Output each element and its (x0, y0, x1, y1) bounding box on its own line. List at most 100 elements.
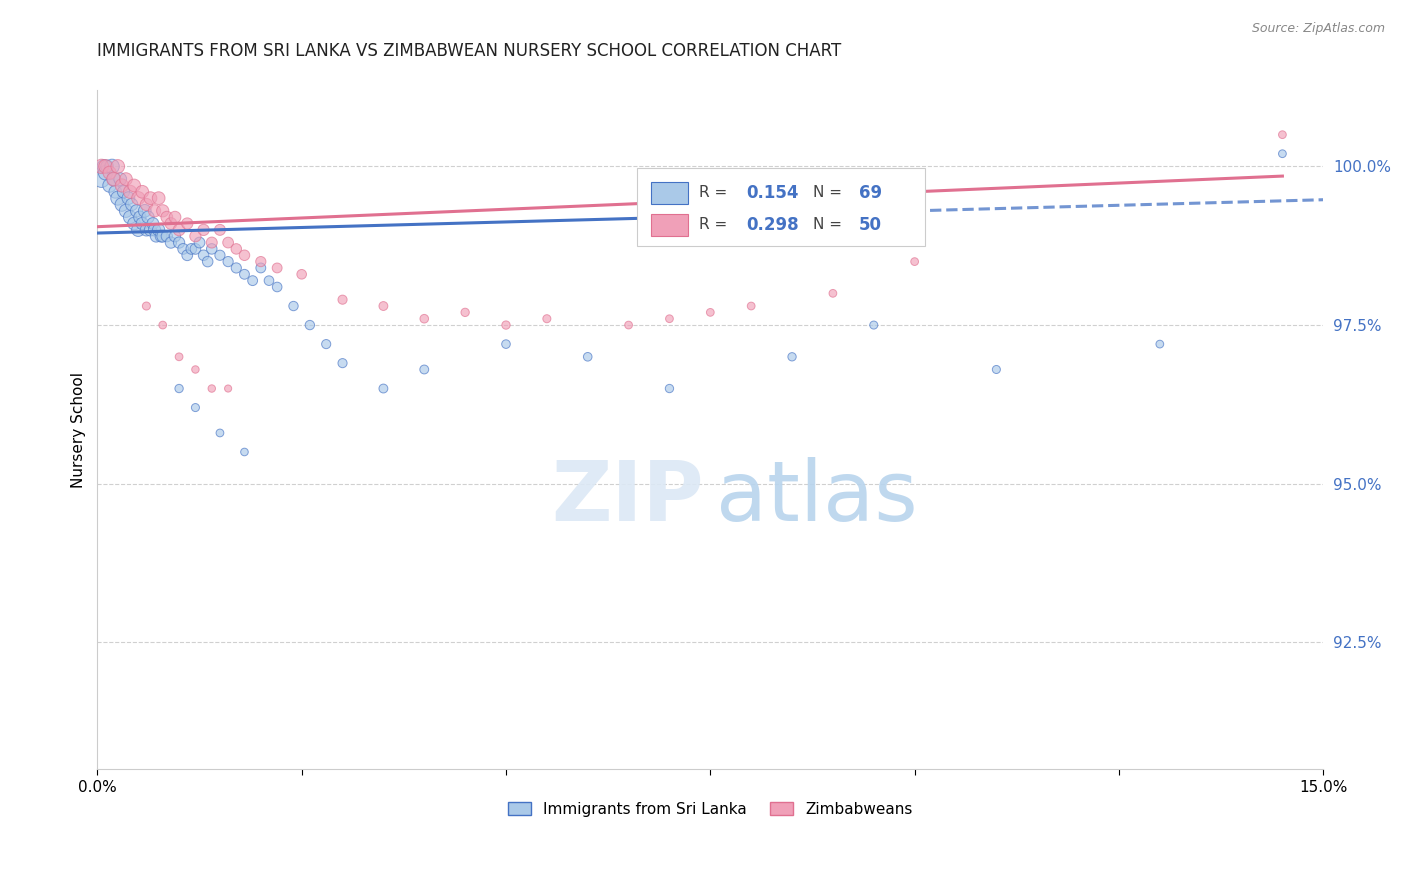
Point (495, 337, 517, 351)
Text: atlas: atlas (717, 458, 918, 538)
Point (233, 445, 256, 459)
Point (283, 299, 305, 313)
Point (658, 382, 681, 396)
Point (821, 286, 844, 301)
Point (617, 318, 640, 332)
FancyBboxPatch shape (637, 169, 925, 246)
Point (699, 305, 721, 319)
Point (101, 160, 124, 174)
Point (128, 210, 150, 224)
Point (156, 210, 179, 224)
Point (167, 223, 190, 237)
Point (117, 191, 139, 205)
Point (152, 203, 174, 218)
Point (576, 350, 599, 364)
Point (1271, 146, 1294, 161)
Point (208, 223, 231, 237)
Point (122, 217, 145, 231)
Point (298, 318, 321, 332)
Point (242, 274, 264, 288)
Point (233, 268, 256, 282)
Point (107, 160, 129, 174)
Point (225, 242, 247, 256)
Point (332, 293, 354, 307)
Point (266, 260, 288, 275)
Point (184, 242, 207, 256)
Point (115, 203, 138, 218)
Point (160, 217, 183, 231)
Point (142, 217, 165, 231)
Point (201, 235, 224, 250)
Point (176, 248, 198, 262)
Point (160, 235, 183, 250)
Text: ZIP: ZIP (551, 458, 704, 538)
Point (145, 229, 167, 244)
Text: N =: N = (813, 186, 848, 201)
Point (134, 203, 156, 218)
Point (127, 223, 149, 237)
Point (172, 242, 194, 256)
Point (413, 362, 436, 376)
Point (249, 254, 271, 268)
Point (96, 160, 118, 174)
Legend: Immigrants from Sri Lanka, Zimbabweans: Immigrants from Sri Lanka, Zimbabweans (502, 796, 918, 822)
Point (152, 229, 174, 244)
Point (332, 356, 354, 370)
Point (118, 185, 141, 199)
Point (201, 382, 224, 396)
Point (118, 210, 141, 224)
Point (193, 223, 215, 237)
Point (257, 274, 280, 288)
Point (104, 185, 127, 199)
Point (291, 268, 314, 282)
Point (148, 223, 170, 237)
Point (454, 305, 477, 319)
Point (184, 401, 207, 415)
Point (536, 311, 558, 326)
Point (862, 318, 884, 332)
Point (266, 280, 288, 294)
Point (1271, 128, 1294, 142)
Point (125, 203, 148, 218)
Point (658, 311, 681, 326)
Point (135, 223, 157, 237)
Point (740, 299, 762, 313)
Point (103, 172, 125, 186)
Point (184, 229, 207, 244)
Y-axis label: Nursery School: Nursery School (72, 372, 86, 488)
Point (150, 229, 173, 244)
Point (780, 350, 803, 364)
Point (373, 299, 395, 313)
Point (188, 235, 211, 250)
Point (122, 178, 145, 193)
Point (121, 197, 143, 211)
Point (112, 185, 135, 199)
Text: IMMIGRANTS FROM SRI LANKA VS ZIMBABWEAN NURSERY SCHOOL CORRELATION CHART: IMMIGRANTS FROM SRI LANKA VS ZIMBABWEAN … (97, 42, 842, 60)
Point (94, 166, 117, 180)
Text: 0.298: 0.298 (745, 216, 799, 234)
Point (135, 299, 157, 313)
Point (315, 337, 337, 351)
Point (152, 318, 174, 332)
FancyBboxPatch shape (651, 214, 689, 235)
Point (176, 217, 198, 231)
Point (148, 191, 170, 205)
Point (115, 172, 138, 186)
Text: 69: 69 (859, 184, 882, 202)
Point (217, 235, 239, 250)
Point (197, 254, 219, 268)
Point (139, 191, 162, 205)
Point (107, 191, 129, 205)
Point (495, 318, 517, 332)
FancyBboxPatch shape (651, 182, 689, 203)
Point (217, 382, 239, 396)
Point (163, 210, 186, 224)
Point (373, 382, 395, 396)
Point (413, 311, 436, 326)
Point (201, 242, 224, 256)
Point (167, 350, 190, 364)
Point (143, 203, 166, 218)
Point (90, 160, 112, 174)
Point (163, 229, 186, 244)
Point (131, 185, 153, 199)
